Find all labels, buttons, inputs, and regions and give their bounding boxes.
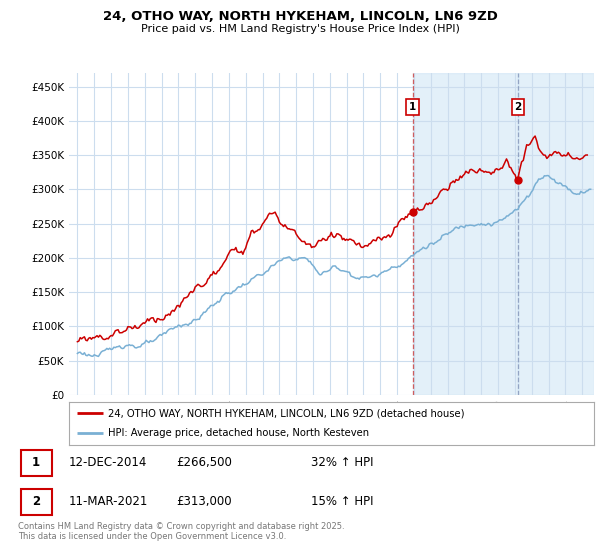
Text: 2: 2: [32, 495, 40, 508]
Bar: [413, 73, 518, 395]
Text: 2: 2: [514, 102, 522, 112]
Text: £266,500: £266,500: [176, 456, 232, 469]
FancyBboxPatch shape: [21, 450, 52, 475]
Text: 1: 1: [409, 102, 416, 112]
FancyBboxPatch shape: [21, 489, 52, 515]
Text: Contains HM Land Registry data © Crown copyright and database right 2025.
This d: Contains HM Land Registry data © Crown c…: [18, 522, 344, 542]
Text: £313,000: £313,000: [176, 495, 232, 508]
Text: Price paid vs. HM Land Registry's House Price Index (HPI): Price paid vs. HM Land Registry's House …: [140, 24, 460, 34]
Text: 11-MAR-2021: 11-MAR-2021: [69, 495, 148, 508]
Text: 32% ↑ HPI: 32% ↑ HPI: [311, 456, 374, 469]
Text: 1: 1: [32, 456, 40, 469]
Bar: [518, 73, 594, 395]
Text: 15% ↑ HPI: 15% ↑ HPI: [311, 495, 374, 508]
Text: 24, OTHO WAY, NORTH HYKEHAM, LINCOLN, LN6 9ZD (detached house): 24, OTHO WAY, NORTH HYKEHAM, LINCOLN, LN…: [109, 408, 465, 418]
Text: HPI: Average price, detached house, North Kesteven: HPI: Average price, detached house, Nort…: [109, 428, 370, 438]
Text: 12-DEC-2014: 12-DEC-2014: [69, 456, 147, 469]
Text: 24, OTHO WAY, NORTH HYKEHAM, LINCOLN, LN6 9ZD: 24, OTHO WAY, NORTH HYKEHAM, LINCOLN, LN…: [103, 10, 497, 22]
